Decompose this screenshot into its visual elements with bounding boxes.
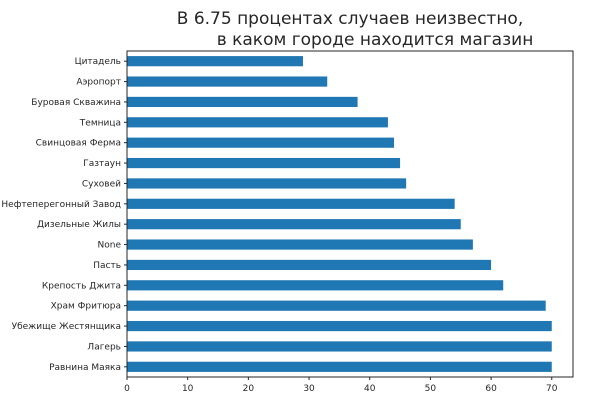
- x-axis: 0 10 20 30 40 50 60 70: [124, 377, 558, 394]
- y-tick-label: Убежище Жестянщика: [12, 322, 121, 332]
- x-tick-label: 0: [124, 384, 130, 394]
- y-tick-label: Газтаун: [83, 159, 121, 169]
- x-tick-label: 50: [425, 384, 437, 394]
- plot-frame: [126, 50, 574, 378]
- bar: [127, 361, 552, 372]
- bar: [127, 96, 358, 108]
- y-tick-label: Аэропорт: [76, 78, 121, 88]
- y-tick-label: Лагерь: [87, 342, 121, 352]
- y-tick-label: None: [98, 241, 122, 251]
- y-tick-label: Пасть: [93, 261, 121, 271]
- bar: [127, 320, 552, 332]
- bar: [127, 117, 388, 128]
- y-tick-label: Храм Фритюра: [51, 302, 121, 312]
- y-tick-label: Темница: [79, 118, 121, 128]
- bar: [127, 280, 504, 291]
- y-tick-label: Свинцовая Ферма: [36, 139, 121, 149]
- x-tick-label: 40: [364, 384, 376, 394]
- bar: [127, 178, 407, 189]
- bar: [127, 137, 394, 148]
- x-tick-label: 30: [303, 384, 315, 394]
- bar: [127, 341, 552, 352]
- y-tick-label: Крепость Джита: [42, 281, 121, 291]
- bar: [127, 300, 546, 311]
- x-tick-label: 70: [546, 384, 558, 394]
- y-tick-label: Нефтеперегонный Завод: [1, 200, 121, 210]
- bar: [127, 219, 461, 230]
- y-tick-label: Суховей: [82, 179, 121, 189]
- y-tick-label: Буровая Скважина: [31, 98, 121, 108]
- x-tick-label: 10: [182, 384, 194, 394]
- y-tick-label: Цитадель: [75, 57, 121, 67]
- x-tick-label: 20: [243, 384, 255, 394]
- bar: [127, 239, 473, 250]
- y-axis: Равнина Маяка Лагерь Убежище Жестянщика Хра…: [1, 57, 127, 373]
- bar: [127, 76, 328, 87]
- bar: [127, 198, 455, 209]
- bar: [127, 56, 303, 67]
- bars-group: [127, 56, 552, 372]
- y-tick-label: Дизельные Жилы: [37, 220, 121, 230]
- bar: [127, 157, 401, 169]
- y-tick-label: Равнина Маяка: [49, 363, 121, 373]
- bar: [127, 259, 492, 271]
- chart-title-line-1: В 6.75 процентах случаев неизвестно,: [177, 9, 523, 29]
- chart-title-line-2: в каком городе находится магазин: [217, 30, 534, 50]
- x-tick-label: 60: [485, 384, 497, 394]
